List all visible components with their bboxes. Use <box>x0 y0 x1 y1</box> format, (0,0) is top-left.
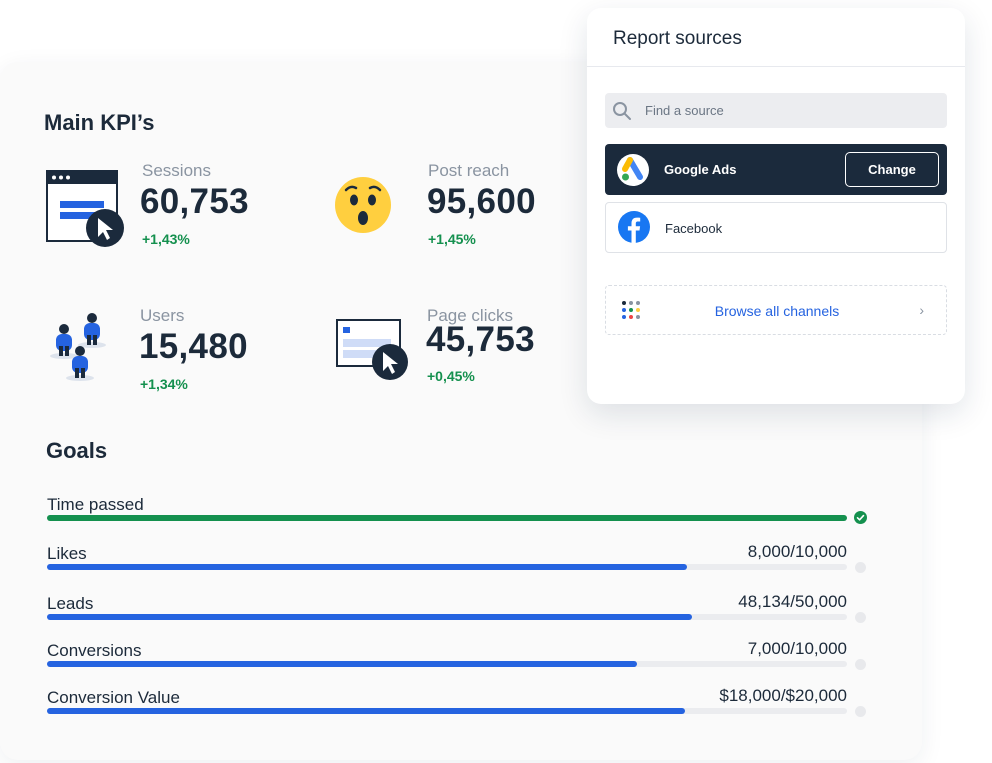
change-source-button[interactable]: Change <box>845 152 939 187</box>
kpi-users-change: +1,34% <box>140 376 188 392</box>
panel-title: Report sources <box>613 28 742 49</box>
kpi-sessions: Sessions 60,753 +1,43% <box>46 161 306 262</box>
goal-progress-fill <box>47 564 687 570</box>
goal-progress-track <box>47 515 847 521</box>
source-name: Google Ads <box>664 162 737 177</box>
surprised-emoji-icon <box>335 177 391 233</box>
source-search <box>605 93 947 128</box>
source-name: Facebook <box>665 221 723 236</box>
goal-name: Conversions <box>47 641 142 660</box>
kpi-post-reach-label: Post reach <box>428 161 510 180</box>
kpi-post-reach: Post reach 95,600 +1,45% <box>334 161 594 262</box>
goal-status-dot <box>855 706 866 717</box>
goal-progress-track <box>47 661 847 667</box>
source-item-google-ads[interactable]: Google Ads Change <box>605 144 947 195</box>
panel-divider <box>587 66 965 67</box>
kpi-section-title: Main KPI’s <box>44 110 155 135</box>
goal-value: $18,000/$20,000 <box>719 686 847 705</box>
page-click-icon <box>336 319 408 380</box>
goal-name: Conversion Value <box>47 688 180 707</box>
goal-status-dot <box>855 562 866 573</box>
goal-progress-track <box>47 614 847 620</box>
kpi-users-label: Users <box>140 306 185 325</box>
report-sources-panel: Report sources Google Ads Change Faceboo… <box>587 8 965 404</box>
goal-value: 48,134/50,000 <box>738 592 847 611</box>
kpi-users: Users 15,480 +1,34% <box>46 306 306 407</box>
goal-conversions: Conversions 7,000/10,000 <box>47 639 866 671</box>
goal-likes: Likes 8,000/10,000 <box>47 542 866 574</box>
goal-progress-fill <box>47 661 637 667</box>
source-item-facebook[interactable]: Facebook <box>605 202 947 253</box>
browse-label: Browse all channels <box>714 303 840 319</box>
goal-progress-fill <box>47 614 692 620</box>
goal-progress-fill <box>47 708 685 714</box>
check-circle-icon <box>854 511 867 524</box>
kpi-page-clicks: Page clicks 45,753 +0,45% <box>336 306 596 407</box>
kpi-sessions-value: 60,753 <box>140 182 249 221</box>
users-group-icon <box>50 313 106 381</box>
goal-status-dot <box>855 612 866 623</box>
search-icon <box>613 102 631 120</box>
goal-progress-fill <box>47 515 847 521</box>
google-ads-logo-icon <box>617 154 649 186</box>
kpi-page-clicks-label: Page clicks <box>427 306 513 325</box>
browser-window-cursor-icon <box>46 170 124 247</box>
channels-grid-icon <box>622 301 640 319</box>
goal-leads: Leads 48,134/50,000 <box>47 592 866 624</box>
kpi-sessions-change: +1,43% <box>142 231 190 247</box>
goal-value: 7,000/10,000 <box>747 639 847 658</box>
kpi-page-clicks-change: +0,45% <box>427 368 475 384</box>
goal-progress-track <box>47 564 847 570</box>
goal-conversion-value: Conversion Value $18,000/$20,000 <box>47 686 866 718</box>
kpi-page-clicks-value: 45,753 <box>426 320 535 359</box>
goal-name: Likes <box>47 544 87 563</box>
goal-name: Leads <box>47 594 94 613</box>
goal-time-passed: Time passed <box>47 495 867 525</box>
facebook-logo-icon <box>618 211 650 243</box>
kpi-post-reach-value: 95,600 <box>427 182 536 221</box>
kpi-sessions-label: Sessions <box>142 161 211 180</box>
goal-progress-track <box>47 708 847 714</box>
goal-value: 8,000/10,000 <box>747 542 847 561</box>
kpi-users-value: 15,480 <box>139 327 248 366</box>
browse-all-channels-button[interactable]: Browse all channels › <box>605 285 947 335</box>
goal-name: Time passed <box>47 495 144 514</box>
chevron-right-icon: › <box>919 302 924 318</box>
goal-status-dot <box>855 659 866 670</box>
goals-section-title: Goals <box>46 438 108 463</box>
kpi-post-reach-change: +1,45% <box>428 231 476 247</box>
search-input[interactable] <box>645 93 935 128</box>
